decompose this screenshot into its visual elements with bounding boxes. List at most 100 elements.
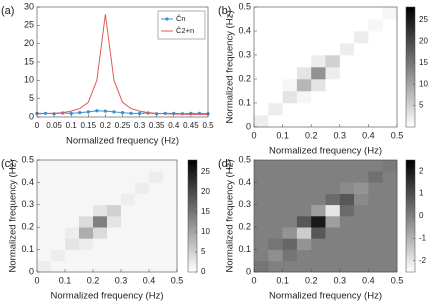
heatmap-cell [268,67,283,80]
data-line [36,14,208,115]
heatmap-cell [282,193,298,206]
heatmap-cell [296,19,312,32]
heatmap-cell [254,260,269,273]
heatmap-cell [268,238,283,250]
heatmap-cell [325,171,341,183]
x-tick-label: 0.2 [87,275,100,285]
heatmap-cell [354,31,369,44]
heatmap-cell [382,260,398,273]
y-tick-label: 25 [24,20,34,30]
heatmap-cell [79,204,94,217]
heatmap-cell [79,216,94,228]
y-tick-label: 0.3 [238,199,251,209]
heatmap-cell [282,182,298,194]
y-axis-label: Normalized frequency (Hz) [8,160,19,273]
heatmap-cell [254,227,269,239]
heatmap-cell [268,91,283,104]
heatmap-cell [268,103,283,116]
data-point [86,110,90,114]
heatmap-cell [339,193,355,206]
heatmap-cell [339,31,355,44]
heatmap-cell [268,7,283,20]
heatmap-cell [382,91,398,104]
heatmap-cell [254,79,269,92]
y-tick-label: 0.1 [238,244,251,254]
heatmap-cell [107,260,122,273]
heatmap-cell [282,216,298,228]
heatmap-cell [282,227,298,239]
heatmap-cell [368,182,383,194]
heatmap-cell [93,238,108,250]
heatmap-cell [282,91,298,104]
heatmap-cell [107,160,122,172]
heatmap-cell [282,79,298,92]
heatmap-cell [51,193,66,206]
heatmap-cell [268,260,283,273]
heatmap-cell [51,204,66,217]
heatmap-cell [325,182,341,194]
colorbar [187,159,198,273]
x-tick-label: 0 [251,130,256,140]
heatmap-cell [121,160,136,172]
heatmap-cell [282,260,298,273]
x-tick-label: 0.4 [362,130,375,140]
heatmap-cell [135,238,150,250]
colorbar-tick-label: 15 [419,58,428,67]
heatmap-cell [354,91,369,104]
heatmap-cell [37,238,52,250]
heatmap-cell [354,193,369,206]
heatmap-cell [163,249,178,262]
heatmap-cell [296,160,312,172]
heatmap-cell [51,249,66,262]
heatmap-cell [368,115,383,128]
heatmap-cell [368,79,383,92]
plot-frame [253,159,398,273]
heatmap-cell [354,103,369,116]
heatmap-cell [107,238,122,250]
x-tick-label: 0.3 [334,275,347,285]
heatmap-cell [121,171,136,183]
heatmap-cell [107,171,122,183]
colorbar-tick-label: -2 [419,256,427,265]
heatmap-cell [368,55,383,68]
heatmap-cell [311,43,326,56]
y-tick-label: 0.1 [238,97,251,107]
heatmap-cell [368,204,383,217]
heatmap-cell [121,260,136,273]
heatmap-cell [339,103,355,116]
heatmap-cell [339,182,355,194]
data-point [78,111,82,115]
heatmap-cell [37,227,52,239]
heatmap-cell [382,249,398,262]
x-tick-label: 0.35 [149,121,165,130]
x-tick-label: 0.5 [391,130,404,140]
heatmap-cell [121,193,136,206]
heatmap-cell [37,160,52,172]
panel-label: (c) [1,158,14,170]
heatmap-cell [282,249,298,262]
heatmap-cell [311,67,326,80]
heatmap-cell [311,216,326,228]
data-point [120,111,125,115]
heatmap-cell [149,249,164,262]
x-tick-label: 0.2 [305,130,318,140]
heatmap-cell [296,193,312,206]
heatmap-cell [121,227,136,239]
colorbar-tick-label: 10 [419,79,428,88]
panel-label: (d) [218,158,231,170]
heatmap-cell [268,31,283,44]
heatmap-cell [79,227,94,239]
heatmap-cell [65,171,80,183]
heatmap-cell [149,204,164,217]
heatmap-cell [254,31,269,44]
heatmap-cell [93,193,108,206]
heatmap-cell [254,160,269,172]
heatmap-cell [282,171,298,183]
colorbar-tick-label: 25 [419,15,428,24]
colorbar-tick-label: 0 [201,267,206,276]
x-tick-label: 0.2 [305,275,318,285]
heatmap-cell [121,238,136,250]
x-tick-label: 0.05 [46,121,62,130]
heatmap-cell [93,260,108,273]
x-tick-label: 0.1 [59,275,72,285]
